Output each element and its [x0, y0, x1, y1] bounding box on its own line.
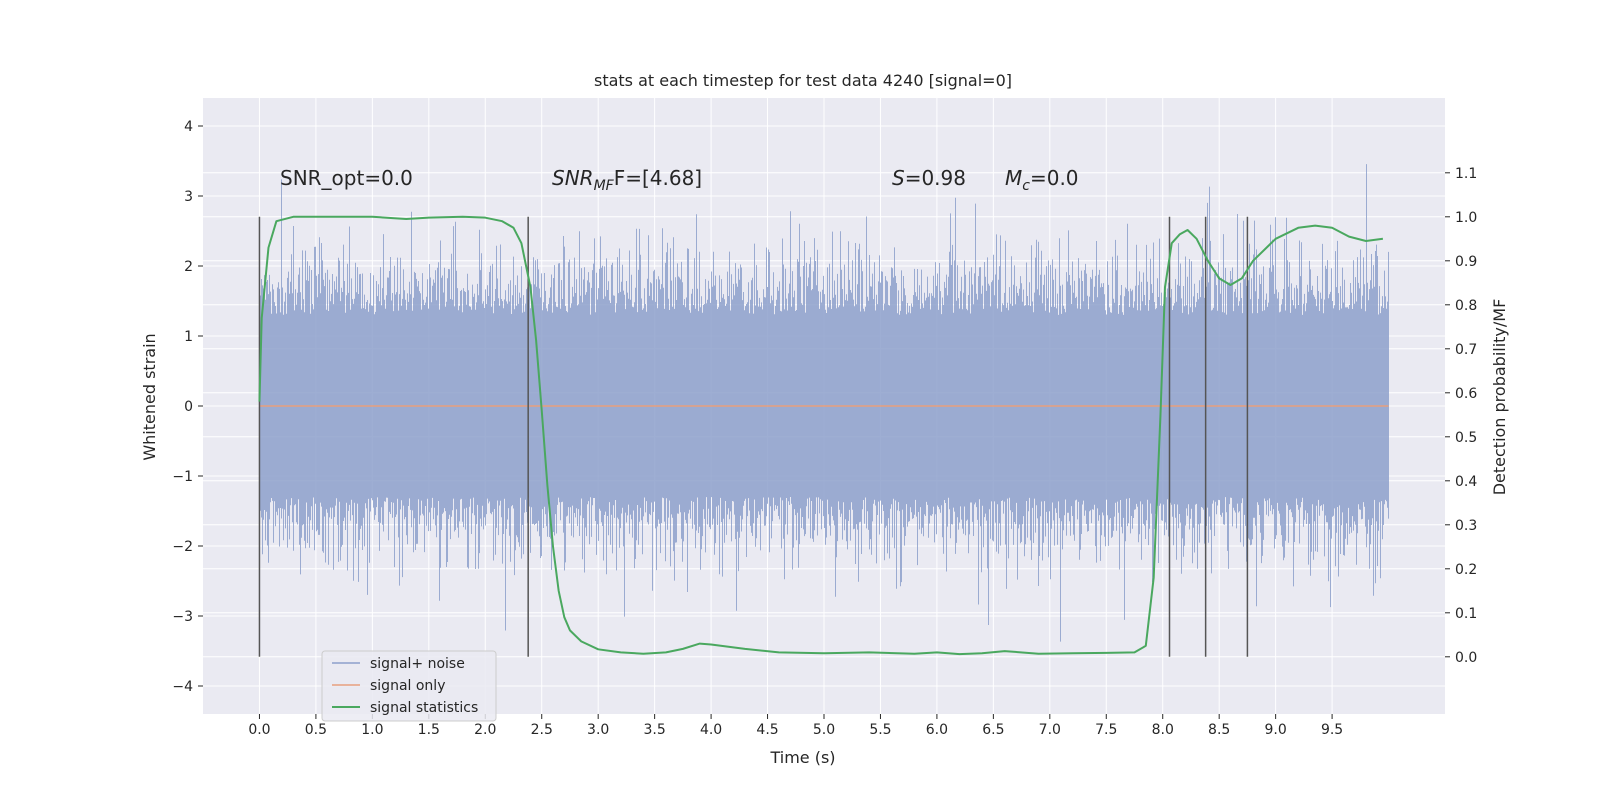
legend: signal+ noise signal only signal statist…: [321, 650, 497, 722]
x-tick-label: 9.0: [1265, 722, 1287, 738]
y2-tick-label: 0.9: [1455, 254, 1477, 270]
y2-axis-label: Detection probability/MF: [1490, 299, 1509, 496]
x-tick-label: 1.5: [418, 722, 440, 738]
x-tick-label: 5.0: [813, 722, 835, 738]
x-axis-label: Time (s): [769, 748, 835, 767]
x-tick-label: 7.5: [1095, 722, 1117, 738]
annotation-mc-tail: =0.0: [1030, 166, 1079, 190]
y2-tick-label: 0.8: [1455, 298, 1477, 314]
x-tick-label: 8.0: [1152, 722, 1174, 738]
x-tick-label: 7.0: [1039, 722, 1061, 738]
y-tick-label: −2: [172, 539, 193, 555]
annotation-s-base: S: [892, 166, 905, 190]
y2-tick-label: 0.4: [1455, 474, 1477, 490]
x-tick-label: 5.5: [869, 722, 891, 738]
x-tick-label: 3.5: [644, 722, 666, 738]
y-tick-label: 0: [184, 399, 193, 415]
annotation-snr-opt: SNR_opt=0.0: [280, 166, 413, 190]
y2-tick-label: 1.0: [1455, 210, 1477, 226]
y-tick-label: −1: [172, 469, 193, 485]
annotation-mc: Mc=0.0: [1005, 166, 1079, 194]
y2-tick-label: 0.5: [1455, 430, 1477, 446]
x-tick-label: 4.5: [756, 722, 778, 738]
y-axis-label: Whitened strain: [140, 333, 159, 460]
annotation-mc-base: M: [1005, 166, 1022, 190]
y-axis-ticks: −4 −3 −2 −1 0 1 2 3 4: [172, 119, 203, 695]
y-tick-label: 3: [184, 189, 193, 205]
legend-label-signal-only: signal only: [370, 678, 445, 694]
x-tick-label: 0.5: [305, 722, 327, 738]
annotation-s: S=0.98: [892, 166, 966, 190]
y2-tick-label: 0.3: [1455, 518, 1477, 534]
x-tick-label: 8.5: [1208, 722, 1230, 738]
annotation-snr-mf-tail: F=[4.68]: [614, 166, 702, 190]
x-axis-ticks: 0.0 0.5 1.0 1.5 2.0 2.5 3.0 3.5 4.0 4.5 5.0 5.5 6.0 6…: [248, 714, 1343, 738]
legend-label-signal-noise: signal+ noise: [370, 656, 465, 672]
annotation-s-tail: =0.98: [905, 166, 966, 190]
y-tick-label: 2: [184, 259, 193, 275]
y-tick-label: 4: [184, 119, 193, 135]
legend-box: [321, 650, 497, 722]
x-tick-label: 6.0: [926, 722, 948, 738]
y2-tick-label: 0.2: [1455, 562, 1477, 578]
x-tick-label: 2.0: [474, 722, 496, 738]
annotation-snr-mf-base: SNR: [552, 166, 594, 190]
x-tick-label: 6.5: [982, 722, 1004, 738]
x-tick-label: 0.0: [248, 722, 270, 738]
y2-axis-ticks: 0.0 0.1 0.2 0.3 0.4 0.5 0.6 0.7 0.8 0.9 1.0 1.1: [1445, 166, 1477, 666]
vertical-markers: [258, 216, 1249, 657]
y2-tick-label: 0.6: [1455, 386, 1477, 402]
signal-statistics-line: [258, 215, 1384, 656]
legend-label-signal-statistics: signal statistics: [370, 700, 478, 716]
x-tick-label: 2.5: [531, 722, 553, 738]
y-tick-label: −3: [172, 609, 193, 625]
x-tick-label: 4.0: [700, 722, 722, 738]
y2-tick-label: 0.1: [1455, 606, 1477, 622]
annotation-snr-mf: SNRMFF=[4.68]: [552, 166, 702, 194]
x-tick-label: 9.5: [1321, 722, 1343, 738]
y2-tick-label: 0.0: [1455, 650, 1477, 666]
y2-tick-label: 1.1: [1455, 166, 1477, 182]
y-tick-label: 1: [184, 329, 193, 345]
x-tick-label: 3.0: [587, 722, 609, 738]
y-tick-label: −4: [172, 679, 193, 695]
series-signal-statistics: [258, 215, 1384, 656]
annotation-mc-sub: c: [1022, 178, 1030, 194]
chart-title: stats at each timestep for test data 424…: [594, 71, 1012, 90]
x-tick-label: 1.0: [361, 722, 383, 738]
y2-tick-label: 0.7: [1455, 342, 1477, 358]
annotation-snr-mf-sub: MF: [594, 178, 615, 194]
